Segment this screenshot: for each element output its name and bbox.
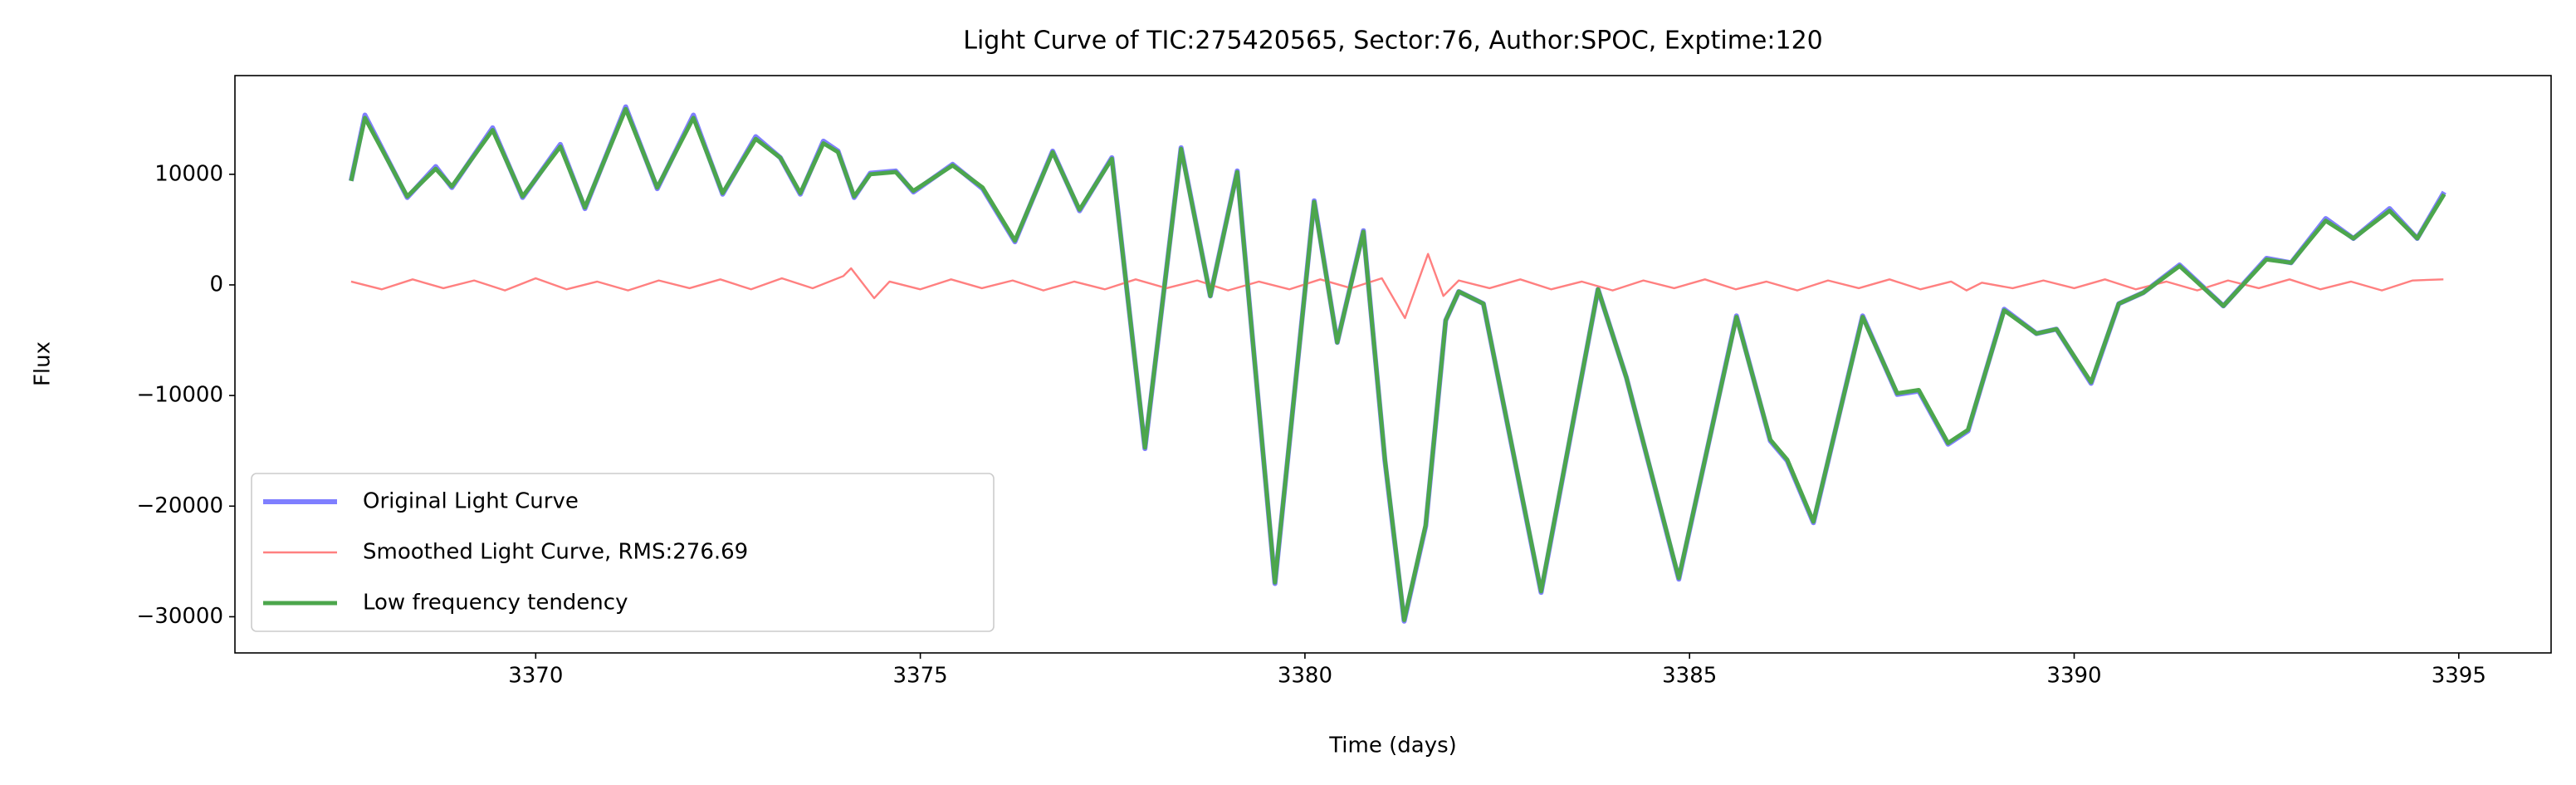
x-tick-label: 3390 bbox=[2046, 664, 2101, 689]
y-tick-label: −10000 bbox=[137, 383, 224, 408]
y-tick-label: −30000 bbox=[137, 604, 224, 629]
y-tick-label: 0 bbox=[209, 272, 223, 297]
x-tick-label: 3375 bbox=[893, 664, 948, 689]
x-tick-label: 3370 bbox=[508, 664, 563, 689]
x-tick-label: 3385 bbox=[1662, 664, 1717, 689]
x-axis-label: Time (days) bbox=[1328, 733, 1457, 758]
legend-box bbox=[251, 473, 995, 632]
data-line bbox=[350, 253, 2444, 320]
y-tick-label: 10000 bbox=[154, 161, 223, 186]
data-line bbox=[349, 106, 2446, 622]
chart-title: Light Curve of TIC:275420565, Sector:76,… bbox=[963, 27, 1823, 56]
y-tick-label: −20000 bbox=[137, 493, 224, 518]
x-tick-label: 3395 bbox=[2432, 664, 2486, 689]
legend: Original Light Curve Smoothed Light Curve… bbox=[251, 473, 995, 632]
x-tick-label: 3380 bbox=[1278, 664, 1332, 689]
legend-label: Original Light Curve bbox=[363, 489, 579, 514]
legend-label: Low frequency tendency bbox=[363, 591, 628, 616]
plot-frame bbox=[234, 75, 2552, 654]
legend-label: Smoothed Light Curve, RMS:276.69 bbox=[363, 540, 748, 565]
y-axis-label: Flux bbox=[31, 341, 56, 386]
